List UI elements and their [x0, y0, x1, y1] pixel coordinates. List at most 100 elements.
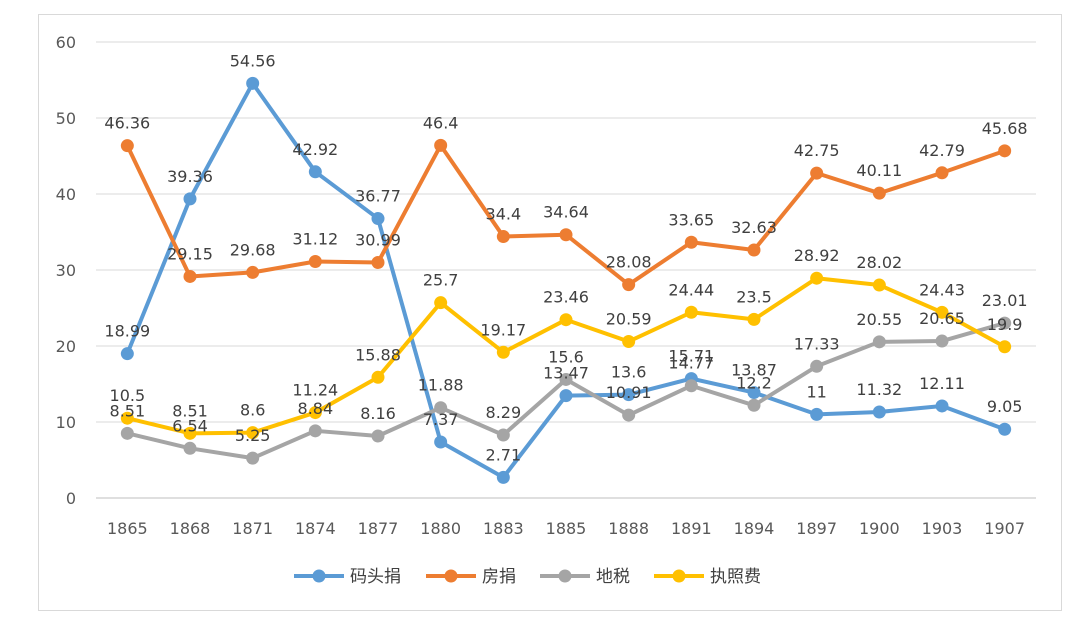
- x-tick-label: 1880: [420, 519, 461, 538]
- data-label-series-3: 20.59: [606, 310, 652, 329]
- x-tick-label: 1897: [796, 519, 837, 538]
- data-point-series-0: [496, 470, 510, 484]
- data-label-series-3: 28.02: [856, 253, 902, 272]
- data-point-series-2: [496, 428, 510, 442]
- data-label-series-2: 8.16: [360, 404, 396, 423]
- data-point-series-2: [183, 441, 197, 455]
- data-label-series-0: 54.56: [230, 51, 276, 70]
- data-point-series-0: [120, 347, 134, 361]
- data-label-series-1: 28.08: [606, 253, 652, 272]
- x-tick-label: 1865: [107, 519, 148, 538]
- data-point-series-2: [935, 334, 949, 348]
- data-label-series-3: 11.24: [292, 381, 338, 400]
- data-label-series-2: 20.55: [856, 310, 902, 329]
- data-label-series-0: 9.05: [987, 397, 1023, 416]
- x-tick-label: 1868: [170, 519, 211, 538]
- data-point-series-1: [434, 138, 448, 152]
- data-label-series-0: 15.71: [668, 347, 714, 366]
- data-point-series-3: [935, 305, 949, 319]
- data-point-series-3: [371, 370, 385, 384]
- x-tick-label: 1900: [859, 519, 900, 538]
- data-point-series-1: [120, 139, 134, 153]
- x-tick-label: 1877: [358, 519, 399, 538]
- data-point-series-3: [246, 426, 260, 440]
- data-point-series-2: [872, 335, 886, 349]
- y-tick-label: 50: [56, 109, 76, 128]
- x-tick-label: 1883: [483, 519, 524, 538]
- data-label-series-0: 7.37: [423, 410, 459, 429]
- data-label-series-2: 17.33: [794, 334, 840, 353]
- data-label-series-0: 13.47: [543, 364, 589, 383]
- legend-swatch-marker-1: [444, 569, 458, 583]
- x-tick-label: 1888: [608, 519, 649, 538]
- data-point-series-2: [747, 398, 761, 412]
- data-point-series-0: [434, 435, 448, 449]
- data-label-series-0: 18.99: [104, 322, 150, 341]
- data-label-series-2: 12.2: [736, 373, 772, 392]
- data-point-series-0: [371, 212, 385, 226]
- data-label-series-1: 29.15: [167, 244, 213, 263]
- chart-frame: [38, 14, 1062, 611]
- y-tick-label: 30: [56, 261, 76, 280]
- data-point-series-0: [935, 399, 949, 413]
- data-label-series-3: 15.88: [355, 345, 401, 364]
- data-label-series-3: 23.46: [543, 288, 589, 307]
- data-point-series-2: [810, 359, 824, 373]
- data-label-series-0: 2.71: [486, 445, 522, 464]
- data-label-series-2: 14.77: [668, 354, 714, 373]
- legend-label-3: 执照费: [710, 567, 761, 587]
- data-point-series-0: [872, 405, 886, 419]
- data-label-series-0: 12.11: [919, 374, 965, 393]
- data-point-series-2: [559, 372, 573, 386]
- legend-label-0: 码头捐: [350, 567, 401, 587]
- data-point-series-3: [434, 296, 448, 310]
- data-label-series-3: 8.51: [172, 401, 208, 420]
- data-point-series-2: [434, 401, 448, 415]
- data-label-series-1: 31.12: [292, 229, 338, 248]
- data-label-series-1: 32.63: [731, 218, 777, 237]
- data-point-series-3: [559, 313, 573, 327]
- data-point-series-3: [120, 411, 134, 425]
- data-point-series-1: [998, 144, 1012, 158]
- data-label-series-1: 42.79: [919, 141, 965, 160]
- x-tick-label: 1871: [232, 519, 273, 538]
- data-label-series-2: 20.65: [919, 309, 965, 328]
- data-point-series-2: [371, 429, 385, 443]
- x-tick-label: 1894: [734, 519, 775, 538]
- data-label-series-2: 23.01: [982, 291, 1028, 310]
- data-label-series-0: 13.6: [611, 363, 647, 382]
- x-tick-label: 1903: [922, 519, 963, 538]
- y-tick-label: 0: [66, 489, 76, 508]
- data-point-series-0: [810, 407, 824, 421]
- data-point-series-1: [559, 228, 573, 242]
- data-label-series-1: 46.4: [423, 113, 459, 132]
- y-tick-label: 20: [56, 337, 76, 356]
- y-tick-label: 10: [56, 413, 76, 432]
- data-label-series-1: 45.68: [982, 119, 1028, 138]
- data-point-series-1: [183, 269, 197, 283]
- data-point-series-0: [246, 76, 260, 90]
- data-label-series-1: 42.75: [794, 141, 840, 160]
- data-point-series-2: [998, 316, 1012, 330]
- data-label-series-2: 8.29: [486, 403, 522, 422]
- data-label-series-2: 11.88: [418, 376, 464, 395]
- x-tick-label: 1885: [546, 519, 587, 538]
- data-point-series-2: [246, 451, 260, 465]
- data-label-series-1: 40.11: [856, 161, 902, 180]
- x-tick-label: 1891: [671, 519, 712, 538]
- data-label-series-1: 46.36: [104, 114, 150, 133]
- data-label-series-3: 24.44: [668, 280, 714, 299]
- data-label-series-1: 34.4: [486, 205, 522, 224]
- data-point-series-1: [872, 186, 886, 200]
- data-point-series-0: [308, 165, 322, 179]
- data-point-series-3: [496, 345, 510, 359]
- data-label-series-1: 30.99: [355, 230, 401, 249]
- y-tick-label: 40: [56, 185, 76, 204]
- legend-label-1: 房捐: [482, 567, 516, 587]
- data-point-series-2: [684, 379, 698, 393]
- data-label-series-2: 8.51: [110, 401, 146, 420]
- data-label-series-2: 10.91: [606, 383, 652, 402]
- data-point-series-1: [308, 254, 322, 268]
- data-point-series-0: [559, 389, 573, 403]
